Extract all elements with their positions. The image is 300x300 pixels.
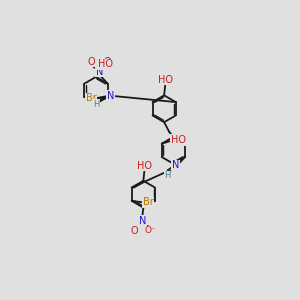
Text: O⁻: O⁻ [144,226,156,235]
Text: N: N [107,91,114,101]
Text: HO: HO [158,75,173,85]
Text: N: N [139,216,146,226]
Text: H: H [93,100,100,109]
Text: O: O [130,226,138,236]
Text: O: O [103,57,111,67]
Text: Br: Br [85,93,96,103]
Text: N: N [96,67,103,76]
Text: HO: HO [98,59,113,69]
Text: HO: HO [171,135,186,145]
Text: Br: Br [143,197,154,207]
Text: H: H [164,172,171,181]
Text: N: N [172,160,179,170]
Text: HO: HO [137,160,152,171]
Text: O: O [87,57,95,67]
